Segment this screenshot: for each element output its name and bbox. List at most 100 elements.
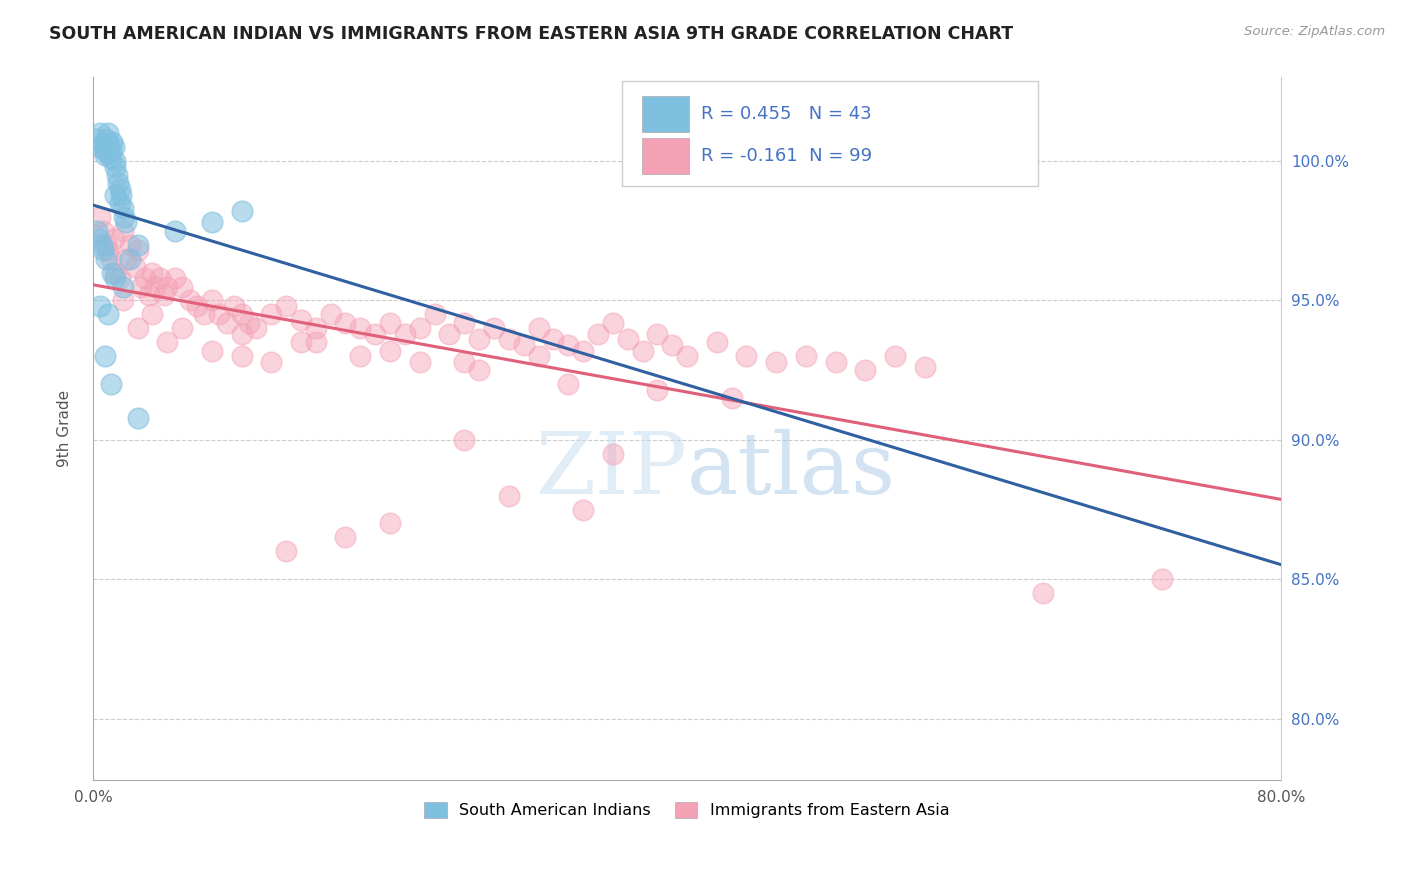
FancyBboxPatch shape <box>643 95 689 132</box>
Point <box>765 355 787 369</box>
Point <box>231 204 253 219</box>
Point <box>100 377 122 392</box>
Point <box>120 252 142 266</box>
Point <box>97 145 120 160</box>
Point <box>186 299 208 313</box>
Point <box>439 326 461 341</box>
Point <box>108 271 131 285</box>
Point <box>97 244 120 258</box>
Point <box>468 333 491 347</box>
Point <box>114 252 136 266</box>
Point <box>260 307 283 321</box>
Point <box>127 244 149 258</box>
Point <box>114 215 136 229</box>
Point <box>1152 572 1174 586</box>
Point <box>245 321 267 335</box>
Point <box>124 260 146 274</box>
Point <box>104 271 127 285</box>
Point <box>120 237 142 252</box>
Point <box>100 252 122 266</box>
Point <box>108 182 131 196</box>
Point <box>602 447 624 461</box>
FancyBboxPatch shape <box>621 81 1038 186</box>
Point <box>101 135 124 149</box>
Point <box>794 349 817 363</box>
Point <box>111 202 134 216</box>
Point <box>101 266 124 280</box>
Point <box>141 307 163 321</box>
Point <box>86 224 108 238</box>
Point <box>89 299 111 313</box>
Point <box>108 195 131 210</box>
Point <box>853 363 876 377</box>
Point <box>290 313 312 327</box>
Point <box>527 349 550 363</box>
Point <box>335 530 357 544</box>
Point <box>512 338 534 352</box>
Point <box>557 338 579 352</box>
Point <box>290 335 312 350</box>
Point <box>349 349 371 363</box>
Point <box>409 355 432 369</box>
Point <box>527 321 550 335</box>
Point <box>89 140 111 154</box>
Point <box>231 307 253 321</box>
Point <box>141 266 163 280</box>
Point <box>319 307 342 321</box>
Point <box>107 177 129 191</box>
FancyBboxPatch shape <box>643 138 689 175</box>
Point <box>274 544 297 558</box>
Point <box>97 126 120 140</box>
Point <box>156 335 179 350</box>
Point <box>156 279 179 293</box>
Point <box>149 271 172 285</box>
Point <box>93 137 115 152</box>
Point <box>676 349 699 363</box>
Text: R = 0.455   N = 43: R = 0.455 N = 43 <box>702 105 872 123</box>
Point <box>706 335 728 350</box>
Text: atlas: atlas <box>688 429 896 512</box>
Point <box>100 151 122 165</box>
Point <box>231 326 253 341</box>
Point <box>111 224 134 238</box>
Point <box>409 321 432 335</box>
Point <box>127 237 149 252</box>
Point <box>602 316 624 330</box>
Point <box>98 137 121 152</box>
Point <box>172 279 194 293</box>
Point <box>498 333 520 347</box>
Point <box>103 140 125 154</box>
Point <box>349 321 371 335</box>
Point <box>153 288 176 302</box>
Point <box>631 343 654 358</box>
Point <box>378 343 401 358</box>
Point <box>394 326 416 341</box>
Point <box>572 502 595 516</box>
Y-axis label: 9th Grade: 9th Grade <box>58 390 72 467</box>
Point <box>543 333 565 347</box>
Point <box>586 326 609 341</box>
Point <box>238 316 260 330</box>
Point <box>557 377 579 392</box>
Point <box>129 279 152 293</box>
Point <box>274 299 297 313</box>
Point <box>145 279 167 293</box>
Point <box>914 360 936 375</box>
Point <box>163 224 186 238</box>
Point <box>824 355 846 369</box>
Point <box>89 210 111 224</box>
Point <box>93 244 115 258</box>
Point <box>335 316 357 330</box>
Point <box>172 321 194 335</box>
Point <box>378 516 401 531</box>
Point <box>90 237 112 252</box>
Text: SOUTH AMERICAN INDIAN VS IMMIGRANTS FROM EASTERN ASIA 9TH GRADE CORRELATION CHAR: SOUTH AMERICAN INDIAN VS IMMIGRANTS FROM… <box>49 25 1014 43</box>
Point <box>201 293 224 308</box>
Point <box>222 299 245 313</box>
Point <box>111 293 134 308</box>
Point <box>305 335 328 350</box>
Point <box>179 293 201 308</box>
Point <box>138 288 160 302</box>
Point <box>127 410 149 425</box>
Point <box>193 307 215 321</box>
